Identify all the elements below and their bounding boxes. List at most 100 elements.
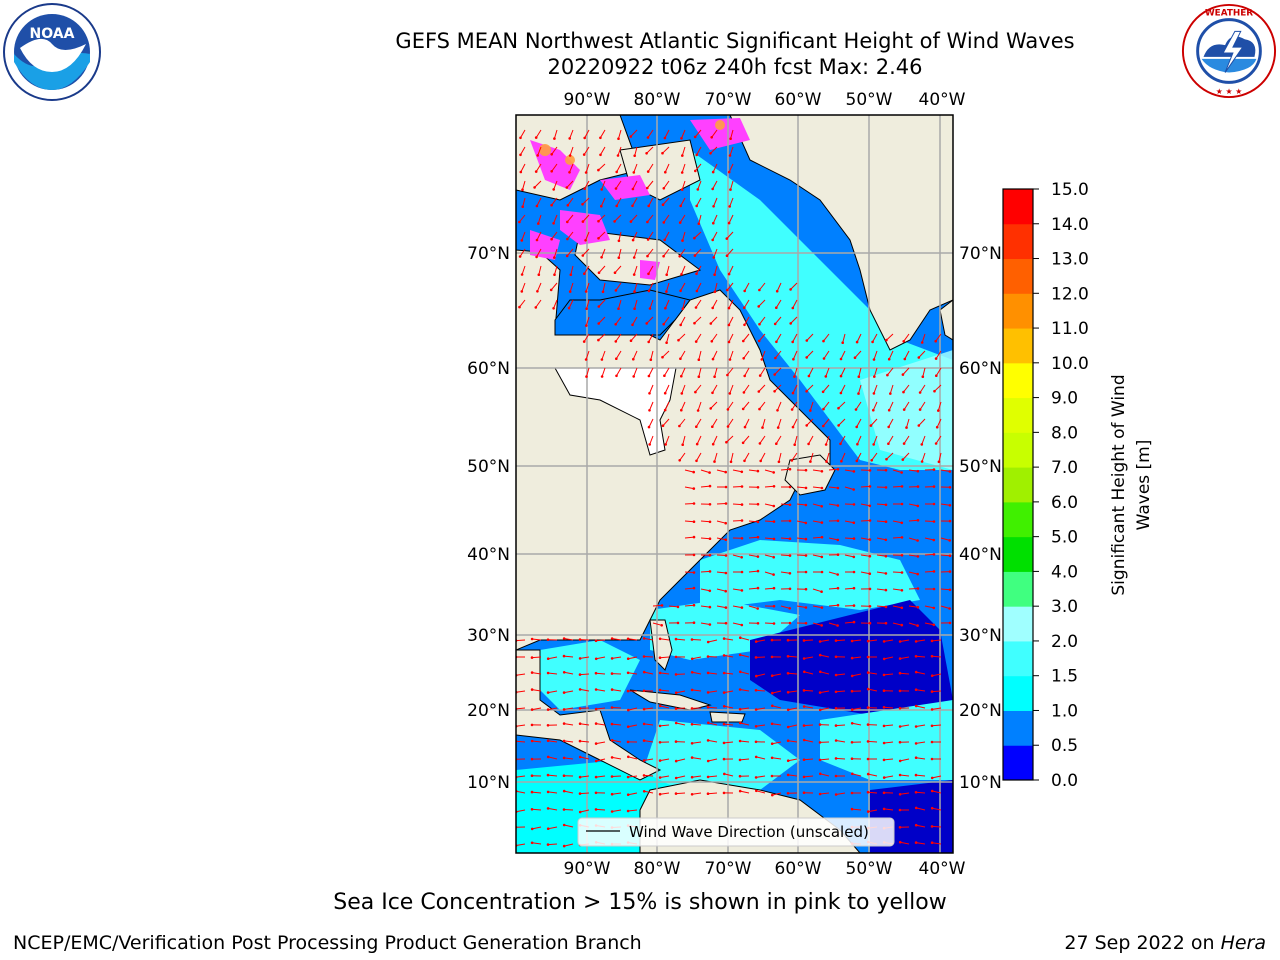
wave-arrow-head xyxy=(562,789,566,793)
wave-arrow-head xyxy=(887,357,891,361)
wave-arrow xyxy=(580,723,590,726)
colorbar-tick-label: 3.0 xyxy=(1051,597,1078,617)
colorbar-tick-label: 14.0 xyxy=(1051,215,1089,235)
wave-arrow-head xyxy=(935,425,939,429)
wave-arrow-head xyxy=(756,520,760,524)
wave-arrow-head xyxy=(948,539,951,542)
wave-arrow-head xyxy=(882,673,886,677)
wave-arrow-head xyxy=(882,706,886,709)
wave-arrow-head xyxy=(898,671,902,675)
wave-arrow-head xyxy=(599,153,602,157)
wave-arrow-head xyxy=(914,756,918,759)
wave-arrow xyxy=(759,282,766,291)
wave-arrow-head xyxy=(692,553,696,557)
wave-arrow-head xyxy=(647,272,650,276)
wave-arrow xyxy=(775,350,782,359)
wave-arrow xyxy=(796,554,807,556)
wave-arrow xyxy=(764,520,775,523)
wave-arrow xyxy=(570,265,574,275)
wave-arrow-head xyxy=(581,254,585,257)
wave-arrow-head xyxy=(695,425,698,429)
wave-arrow xyxy=(521,282,526,292)
wave-arrow-head xyxy=(658,637,662,641)
wave-arrow-head xyxy=(649,358,653,362)
wave-arrow xyxy=(696,146,702,156)
wave-arrow-head xyxy=(583,272,586,276)
wave-arrow-head xyxy=(786,773,790,777)
wave-arrow-head xyxy=(695,204,698,208)
wave-arrow-head xyxy=(820,590,823,593)
wave-arrow xyxy=(660,638,670,641)
wave-arrow-head xyxy=(722,691,726,694)
wave-arrow xyxy=(711,418,718,427)
wave-arrow xyxy=(888,350,894,360)
wave-arrow xyxy=(812,622,822,626)
wave-arrow xyxy=(614,214,622,222)
wave-arrow xyxy=(828,622,838,626)
wave-arrow-head xyxy=(562,691,566,694)
wave-arrow-head xyxy=(914,670,918,674)
wave-arrow-head xyxy=(807,374,811,378)
wave-arrow xyxy=(916,705,926,709)
wave-arrow-head xyxy=(553,256,556,259)
wave-arrow-head xyxy=(642,722,646,726)
wave-arrow-head xyxy=(802,758,806,761)
wave-arrow xyxy=(790,316,798,324)
wave-arrow xyxy=(548,807,558,811)
wave-arrow xyxy=(906,418,910,428)
wave-arrow xyxy=(646,146,654,154)
wave-arrow xyxy=(684,503,695,505)
wave-arrow-head xyxy=(661,151,664,155)
wave-arrow-head xyxy=(724,485,728,489)
wave-arrow-head xyxy=(565,254,569,258)
wave-arrow xyxy=(744,452,750,462)
wave-arrow xyxy=(739,758,750,761)
wave-arrow xyxy=(598,265,606,274)
wave-arrow xyxy=(680,282,686,292)
wave-arrow-head xyxy=(822,424,825,428)
wave-arrow-head xyxy=(530,841,534,845)
wave-arrow-head xyxy=(792,357,795,361)
wave-arrow xyxy=(694,163,702,172)
wave-arrow-head xyxy=(884,520,888,523)
wave-arrow-head xyxy=(820,535,824,539)
wave-arrow-head xyxy=(914,823,918,827)
wave-arrow-head xyxy=(822,339,825,343)
wave-arrow-head xyxy=(930,806,934,810)
wave-arrow xyxy=(856,452,862,462)
wave-arrow-head xyxy=(804,486,808,490)
wave-arrow-head xyxy=(914,806,918,810)
wave-arrow xyxy=(921,435,926,445)
wave-arrow xyxy=(819,758,830,761)
wave-arrow xyxy=(520,146,526,156)
wave-arrow-head xyxy=(756,502,760,506)
wave-arrow xyxy=(531,656,542,659)
wave-arrow-head xyxy=(868,469,872,472)
wave-arrow-head xyxy=(902,390,905,394)
svg-text:70°N: 70°N xyxy=(959,244,1002,264)
wave-arrow-head xyxy=(873,375,876,378)
wave-arrow-head xyxy=(788,621,792,625)
wave-arrow-head xyxy=(930,789,934,793)
wave-arrow-head xyxy=(597,237,600,240)
wave-arrow xyxy=(700,622,710,625)
wave-arrow-head xyxy=(610,688,614,691)
wave-arrow xyxy=(860,520,871,522)
wave-arrow xyxy=(900,724,910,727)
wave-arrow-head xyxy=(626,671,630,675)
wave-arrow-head xyxy=(932,502,936,506)
wave-arrow xyxy=(792,418,798,428)
wave-arrow xyxy=(884,741,894,744)
wave-arrow xyxy=(740,654,750,658)
wave-arrow xyxy=(820,690,830,694)
wave-arrow xyxy=(780,571,790,574)
wave-arrow-head xyxy=(530,790,534,794)
wave-arrow-head xyxy=(530,757,534,761)
wave-arrow-head xyxy=(631,187,635,191)
wave-arrow-head xyxy=(632,375,635,378)
wave-arrow-head xyxy=(882,640,886,643)
wave-arrow-head xyxy=(722,671,726,675)
wave-arrow-head xyxy=(723,772,726,776)
wave-arrow-head xyxy=(855,459,859,463)
wave-arrow-head xyxy=(678,221,682,224)
